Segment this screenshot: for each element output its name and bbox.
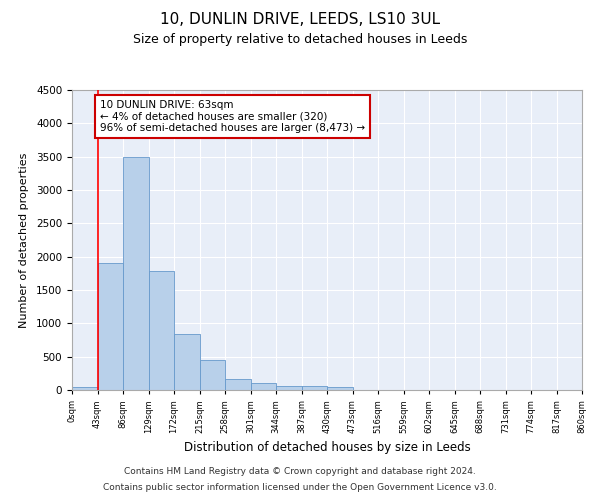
Bar (302, 386, 327, 390)
Text: Contains public sector information licensed under the Open Government Licence v3: Contains public sector information licen… (103, 484, 497, 492)
Bar (327, 386, 353, 390)
Text: 10, DUNLIN DRIVE, LEEDS, LS10 3UL: 10, DUNLIN DRIVE, LEEDS, LS10 3UL (160, 12, 440, 28)
Text: Contains HM Land Registry data © Crown copyright and database right 2024.: Contains HM Land Registry data © Crown c… (124, 467, 476, 476)
Bar (199, 360, 225, 390)
X-axis label: Distribution of detached houses by size in Leeds: Distribution of detached houses by size … (184, 442, 470, 454)
Y-axis label: Number of detached properties: Number of detached properties (19, 152, 29, 328)
Bar (123, 156, 149, 390)
Text: Size of property relative to detached houses in Leeds: Size of property relative to detached ho… (133, 32, 467, 46)
Bar (174, 334, 199, 390)
Text: 10 DUNLIN DRIVE: 63sqm
← 4% of detached houses are smaller (320)
96% of semi-det: 10 DUNLIN DRIVE: 63sqm ← 4% of detached … (100, 100, 365, 133)
Bar (72, 386, 97, 390)
Bar (149, 272, 174, 390)
Bar (251, 384, 276, 390)
Bar (276, 386, 302, 390)
Bar (225, 378, 251, 390)
Bar (97, 264, 123, 390)
